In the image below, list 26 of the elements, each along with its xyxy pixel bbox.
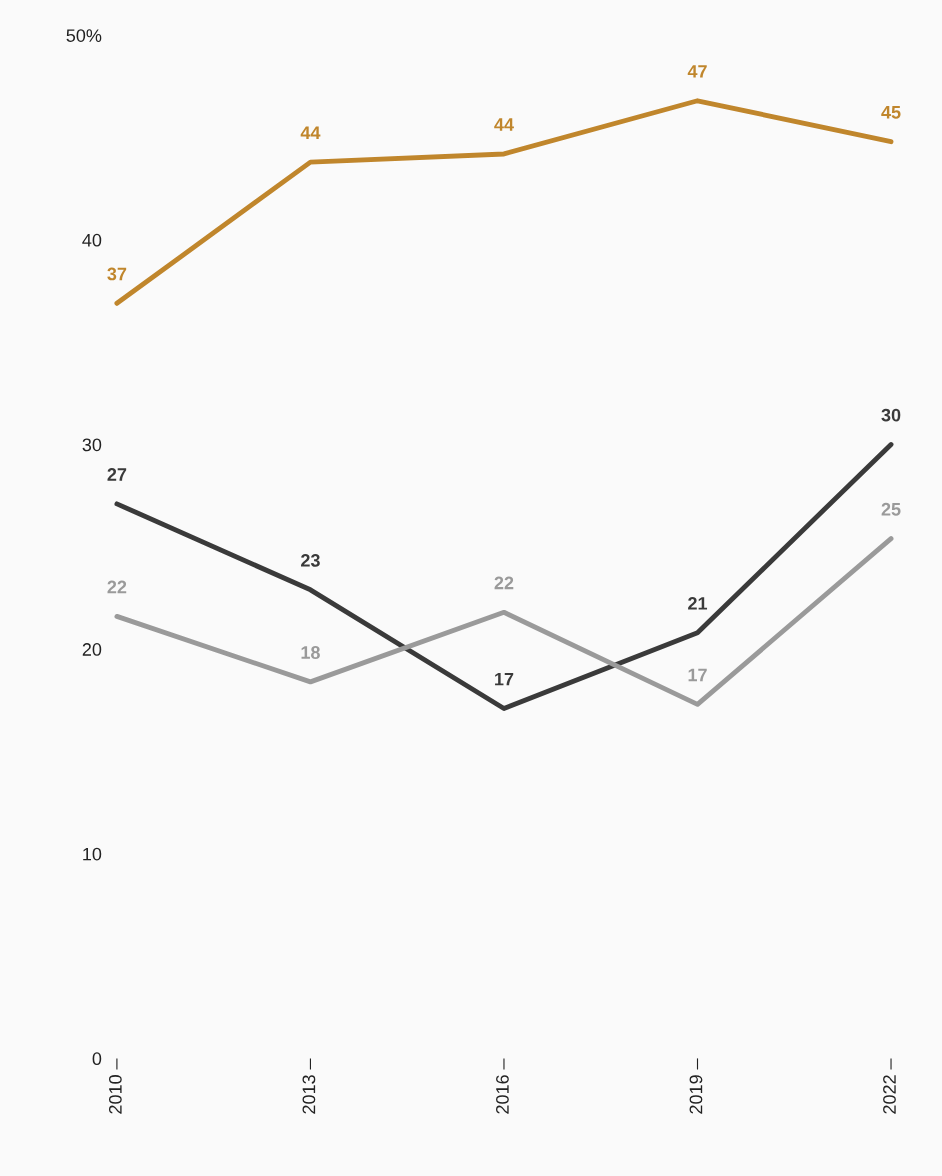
x-tick-label: 2013 [302,1075,316,1114]
y-tick-label: 50% [66,29,102,42]
data-label: 18 [301,646,320,659]
y-tick-label: 20 [82,643,102,656]
x-tick-label: 2016 [496,1075,509,1114]
y-tick-label: 0 [92,1052,102,1066]
x-tick-label: 2019 [689,1075,703,1114]
data-label: 23 [301,554,320,567]
data-label: 25 [881,502,901,516]
data-label: 21 [688,596,708,610]
x-tick-label: 2022 [883,1075,896,1114]
data-label: 22 [107,580,127,594]
data-label: 37 [107,267,127,281]
data-label: 17 [688,668,707,682]
data-label: 17 [495,672,514,686]
y-tick-label: 30 [82,438,102,452]
y-tick-label: 10 [83,847,102,861]
y-tick-label: 40 [82,233,102,247]
data-label: 27 [107,468,127,481]
data-label: 30 [881,408,901,422]
x-tick-label: 2010 [108,1075,122,1114]
data-label: 47 [687,65,707,78]
data-label: 45 [881,106,901,119]
data-label: 22 [494,576,514,590]
data-label: 44 [300,126,321,139]
data-label: 44 [494,118,514,131]
